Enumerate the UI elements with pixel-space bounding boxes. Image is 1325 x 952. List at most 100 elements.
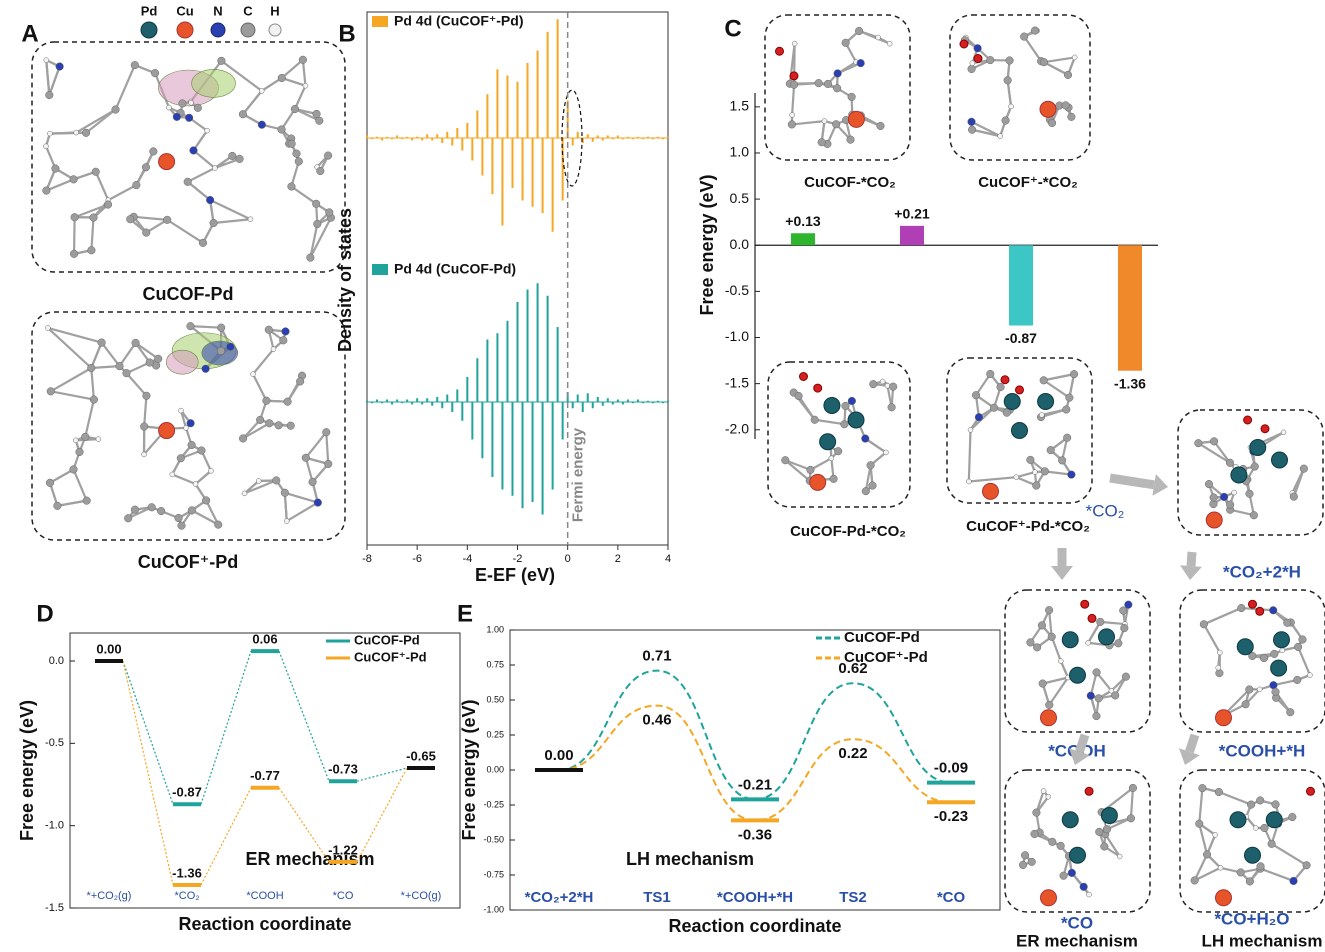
atom: [975, 413, 983, 421]
atom: [1041, 468, 1049, 476]
atom: [998, 134, 1003, 139]
atom: [833, 84, 841, 92]
bond: [188, 168, 215, 182]
atom: [302, 454, 310, 462]
atom: [74, 130, 79, 135]
atom: [322, 428, 330, 436]
legend-swatch: [372, 264, 388, 275]
value-label: -0.21: [738, 776, 772, 793]
y-axis-label: Free energy (eV): [697, 174, 717, 315]
atom: [1047, 446, 1055, 454]
atom: [1117, 854, 1122, 859]
atom: [1049, 838, 1057, 846]
y-tick-label: -0.25: [483, 799, 504, 809]
bond: [136, 343, 159, 359]
atom: [73, 438, 78, 443]
atom: [1210, 438, 1218, 446]
atom: [43, 187, 51, 195]
bond: [190, 326, 221, 328]
atom: [132, 339, 140, 347]
atom: [185, 114, 193, 122]
energy-curve: [559, 706, 951, 821]
pd-atom: [1101, 807, 1117, 823]
cu-atom: [810, 474, 826, 490]
atom-label: Pd: [141, 3, 158, 18]
atom: [781, 456, 789, 464]
atom: [1246, 686, 1254, 694]
bar: [1009, 245, 1033, 325]
x-tick-label: *CO₂+2*H: [525, 889, 594, 906]
y-axis-label: Free energy (eV): [17, 700, 37, 841]
cu-atom: [1041, 710, 1057, 726]
bond: [792, 121, 825, 124]
atom: [288, 140, 296, 148]
o-atom: [1249, 600, 1257, 608]
atom: [188, 441, 196, 449]
o-atom: [776, 47, 784, 55]
x-tick-label: -6: [412, 553, 422, 565]
atom: [1048, 633, 1056, 641]
atom: [1028, 858, 1036, 866]
atom: [227, 343, 235, 351]
atom: [1020, 33, 1028, 41]
legend-label: CuCOF-Pd: [354, 632, 420, 647]
atom: [1019, 861, 1027, 869]
atom: [966, 479, 971, 484]
atom: [1272, 688, 1280, 696]
atom: [1191, 877, 1199, 885]
legend-label: Pd 4d (CuCOF⁺-Pd): [394, 13, 524, 29]
pd-atom: [848, 412, 864, 428]
atom: [208, 468, 213, 473]
y-tick-label: -1.5: [45, 902, 64, 914]
bond: [91, 218, 93, 251]
atom: [815, 79, 823, 87]
atom: [187, 419, 195, 427]
cu-atom: [159, 423, 175, 439]
atom: [44, 144, 49, 149]
atom: [1021, 851, 1029, 859]
atom: [104, 201, 112, 209]
atom: [968, 118, 976, 126]
o-atom: [1088, 614, 1096, 622]
y-tick-label: -1.5: [725, 374, 749, 390]
atom: [1269, 606, 1277, 614]
atom: [291, 105, 299, 113]
atom: [212, 166, 217, 171]
y-tick-label: 1.00: [486, 624, 504, 634]
atom: [1058, 659, 1063, 664]
cu-atom: [1040, 101, 1056, 117]
atom: [146, 359, 154, 367]
atom: [1205, 480, 1213, 488]
y-tick-label: 0.0: [730, 236, 750, 252]
atom: [1095, 695, 1103, 703]
atom: [214, 521, 222, 529]
atom: [275, 421, 283, 429]
atom: [790, 113, 795, 118]
o-atom: [814, 384, 822, 392]
atom: [217, 324, 225, 332]
value-label: 0.62: [838, 660, 867, 677]
atom: [98, 339, 106, 347]
atom: [126, 215, 134, 223]
atom: [148, 503, 156, 511]
atom: [1093, 669, 1101, 677]
plot-frame: [510, 630, 1000, 910]
atom: [790, 81, 798, 89]
atom: [166, 105, 171, 110]
atom: [1066, 394, 1074, 402]
atom: [869, 482, 877, 490]
atom: [861, 435, 869, 443]
atom: [1250, 511, 1258, 519]
bond: [1024, 37, 1041, 62]
pd-atom: [1231, 467, 1247, 483]
atom: [1039, 680, 1047, 688]
molecule: [1200, 600, 1312, 726]
arrow-shaft: [1110, 478, 1154, 485]
atom: [1057, 842, 1065, 850]
bond: [1272, 844, 1307, 865]
bond: [49, 67, 59, 96]
atom: [1101, 843, 1109, 851]
x-tick-label: *COOH+*H: [717, 889, 793, 906]
bond: [1294, 469, 1304, 497]
atom: [177, 454, 185, 462]
